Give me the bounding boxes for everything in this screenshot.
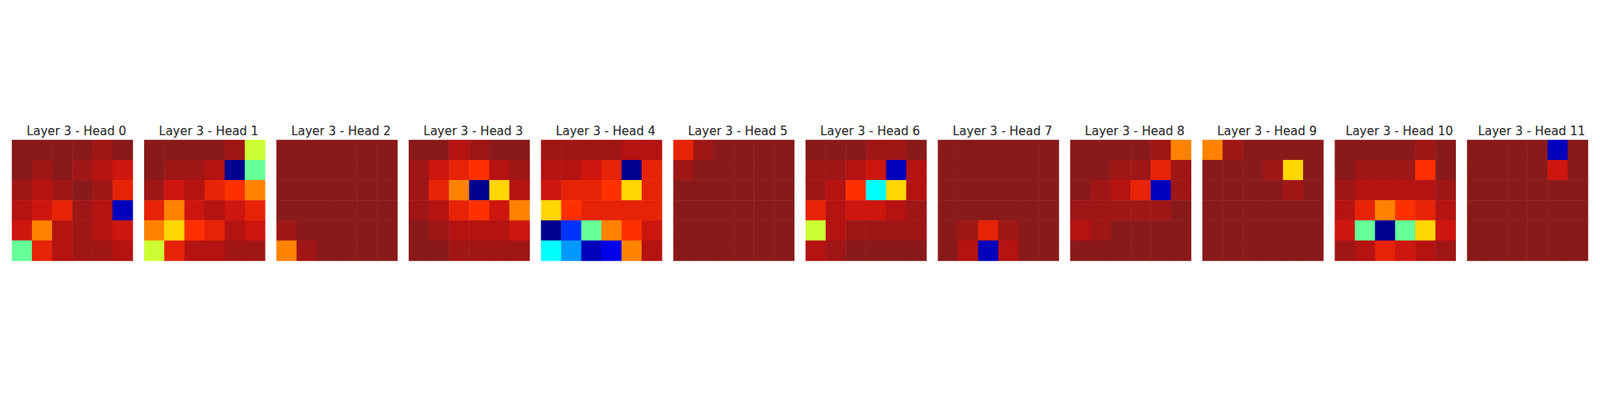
svg-text:Layer 3 - Head 2: Layer 3 - Head 2 bbox=[291, 124, 392, 139]
svg-text:Layer 3 - Head 5: Layer 3 - Head 5 bbox=[688, 124, 788, 139]
svg-text:Layer 3 - Head 9: Layer 3 - Head 9 bbox=[1216, 124, 1317, 139]
svg-text:Layer 3 - Head 0: Layer 3 - Head 0 bbox=[26, 124, 127, 139]
svg-text:Layer 3 - Head 7: Layer 3 - Head 7 bbox=[952, 124, 1053, 139]
svg-text:Layer 3 - Head 1: Layer 3 - Head 1 bbox=[159, 124, 260, 139]
svg-text:Layer 3 - Head 3: Layer 3 - Head 3 bbox=[423, 124, 524, 139]
svg-text:Layer 3 - Head 8: Layer 3 - Head 8 bbox=[1084, 124, 1185, 139]
svg-text:Layer 3 - Head 10: Layer 3 - Head 10 bbox=[1345, 124, 1453, 139]
svg-text:Layer 3 - Head 4: Layer 3 - Head 4 bbox=[556, 124, 656, 139]
svg-text:Layer 3 - Head 11: Layer 3 - Head 11 bbox=[1477, 124, 1585, 139]
svg-text:Layer 3 - Head 6: Layer 3 - Head 6 bbox=[820, 124, 920, 139]
